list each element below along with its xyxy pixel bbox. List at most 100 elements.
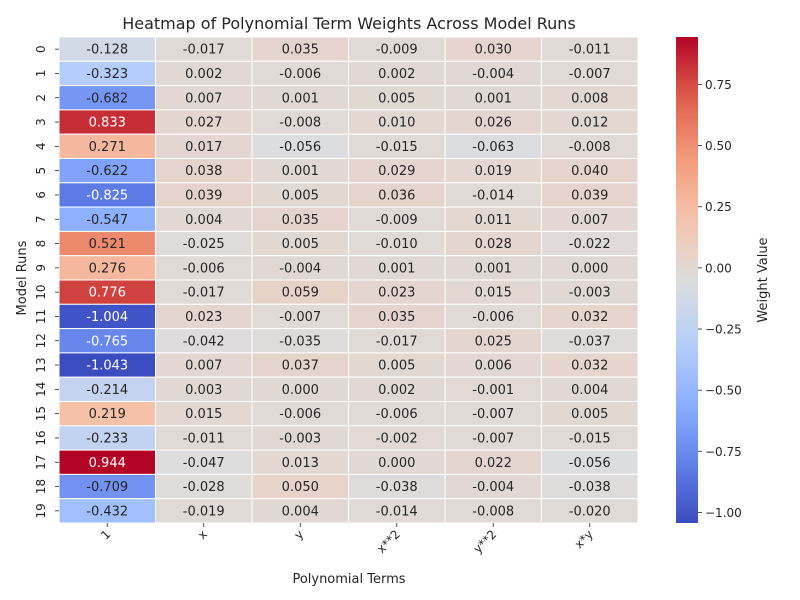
cell-value-label: -0.017	[183, 43, 225, 58]
heatmap-cell	[541, 60, 639, 87]
cell-value-label: 0.276	[89, 261, 126, 276]
y-tick-label: 8	[34, 240, 48, 248]
heatmap-cell	[58, 401, 156, 427]
cell-value-label: 0.019	[475, 164, 512, 179]
cell-value-label: -0.017	[183, 286, 225, 301]
heatmap-cell	[444, 376, 542, 403]
cell-value-label: 0.025	[475, 334, 512, 349]
cell-value-label: -0.020	[569, 504, 611, 519]
heatmap-cell	[251, 230, 349, 257]
cell-value-label: 0.944	[89, 456, 126, 471]
y-axis-label: Model Runs	[15, 240, 30, 315]
cell-value-label: -0.007	[472, 407, 514, 422]
cell-value-label: 0.032	[571, 310, 608, 325]
heatmap-cell	[155, 36, 253, 62]
heatmap-cell	[444, 352, 542, 378]
cell-value-label: 0.039	[185, 188, 222, 203]
y-tick-label: 17	[34, 455, 48, 470]
cell-value-label: 0.015	[185, 407, 222, 422]
heatmap-cell	[541, 230, 639, 257]
cell-value-label: 0.271	[89, 140, 126, 155]
cell-value-label: 0.015	[475, 286, 512, 301]
cell-value-label: 0.000	[378, 456, 415, 471]
cell-value-label: -0.014	[472, 188, 514, 203]
heatmap-cell	[348, 303, 446, 330]
cell-value-label: -0.047	[183, 456, 225, 471]
cell-value-label: -0.008	[279, 116, 321, 131]
cell-value-label: -0.011	[569, 43, 611, 58]
cell-value-label: 0.002	[378, 383, 415, 398]
y-tick-label: 18	[34, 479, 48, 494]
heatmap-cell	[251, 376, 349, 403]
heatmap-cell	[541, 109, 639, 135]
y-tick-label: 12	[34, 333, 48, 348]
heatmap-cell	[58, 255, 156, 281]
cell-value-label: -0.009	[376, 213, 418, 228]
heatmap-cell	[541, 133, 639, 159]
heatmap-cell	[541, 36, 639, 62]
heatmap-cell	[155, 230, 253, 257]
cell-value-label: -0.014	[376, 504, 418, 519]
heatmap-cell	[348, 109, 446, 135]
cell-value-label: -0.022	[569, 237, 611, 252]
cell-value-label: 0.776	[89, 286, 126, 301]
heatmap-cell	[348, 279, 446, 305]
x-axis-label: Polynomial Terms	[292, 572, 405, 587]
y-tick-label: 4	[34, 143, 48, 151]
heatmap-cell	[155, 425, 253, 451]
heatmap-cell	[251, 425, 349, 451]
heatmap-cell	[58, 498, 156, 524]
heatmap-cell	[541, 498, 639, 524]
cell-value-label: -0.015	[376, 140, 418, 155]
heatmap-cell	[541, 328, 639, 354]
cell-value-label: -0.323	[86, 67, 128, 82]
cell-value-label: 0.023	[378, 286, 415, 301]
cell-value-label: -0.825	[86, 188, 128, 203]
heatmap-cell	[444, 255, 542, 281]
cell-value-label: 0.001	[475, 261, 512, 276]
cell-value-label: 0.030	[475, 43, 512, 58]
cell-value-label: 0.036	[378, 188, 415, 203]
cell-value-label: 0.038	[185, 164, 222, 179]
heatmap-cell	[155, 60, 253, 87]
heatmap-cell	[444, 85, 542, 111]
cell-value-label: -0.214	[86, 383, 128, 398]
heatmap-cell	[58, 279, 156, 305]
x-tick-label: 1	[98, 527, 113, 542]
y-tick-label: 16	[34, 430, 48, 445]
heatmap-cell	[251, 449, 349, 475]
cell-value-label: 0.029	[378, 164, 415, 179]
x-tick-label: x	[195, 527, 210, 542]
x-axis-ticks: 1 x y x**2 y**2 x*y	[98, 523, 596, 556]
cell-value-label: 0.008	[571, 91, 608, 106]
cell-value-label: 0.005	[282, 237, 319, 252]
cell-value-label: 0.001	[282, 164, 319, 179]
cell-value-label: 0.833	[89, 116, 126, 131]
cell-value-label: 0.219	[89, 407, 126, 422]
cell-value-label: 0.037	[282, 359, 319, 374]
cell-value-label: 0.005	[378, 359, 415, 374]
cell-value-label: 0.002	[378, 67, 415, 82]
heatmap-cell	[348, 85, 446, 111]
heatmap-cell	[348, 376, 446, 403]
cell-value-label: -0.017	[376, 334, 418, 349]
cell-value-label: 0.004	[571, 383, 608, 398]
cell-value-label: 0.012	[571, 116, 608, 131]
cell-value-label: -0.006	[279, 67, 321, 82]
heatmap-cell	[58, 303, 156, 330]
cell-value-label: 0.521	[89, 237, 126, 252]
cell-value-label: -0.432	[86, 504, 128, 519]
cell-value-label: -0.006	[279, 407, 321, 422]
heatmap-cell	[541, 279, 639, 305]
cell-value-label: -0.038	[569, 480, 611, 495]
cell-value-label: -0.128	[86, 43, 128, 58]
cell-value-label: 0.013	[282, 456, 319, 471]
heatmap-cell	[58, 352, 156, 378]
heatmap-cell	[348, 328, 446, 354]
colorbar-tick-label: −0.75	[705, 445, 742, 459]
cell-value-label: -0.015	[569, 431, 611, 446]
cell-value-label: 0.001	[475, 91, 512, 106]
heatmap-cell	[541, 473, 639, 500]
colorbar-tick-label: −1.00	[705, 506, 742, 520]
